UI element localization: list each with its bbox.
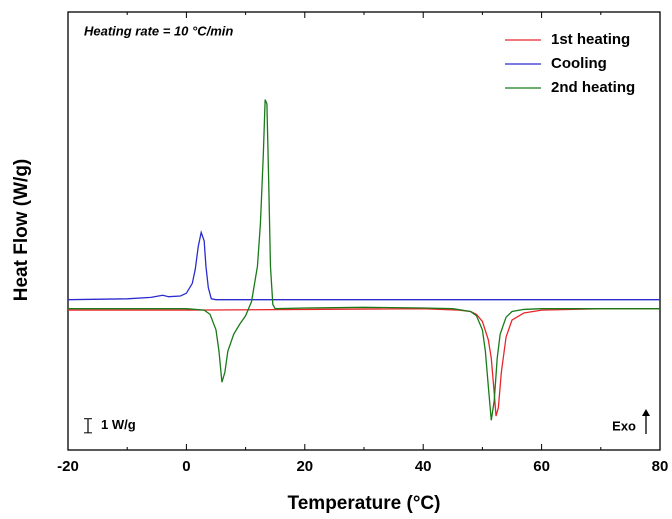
- exo-arrowhead: [642, 409, 650, 416]
- y-axis-label: Heat Flow (W/g): [11, 159, 32, 301]
- x-tick-label: -20: [57, 458, 79, 475]
- x-tick-label: 0: [182, 458, 190, 475]
- x-tick-label: 80: [652, 458, 669, 475]
- legend-label: Cooling: [551, 55, 607, 72]
- x-tick-label: 60: [533, 458, 550, 475]
- legend-label: 1st heating: [551, 31, 630, 48]
- data-line: [67, 229, 660, 301]
- x-tick-label: 40: [415, 458, 432, 475]
- x-tick-label: 20: [296, 458, 313, 475]
- plot-frame: [67, 11, 661, 451]
- data-line: [68, 308, 660, 417]
- x-axis-label: Temperature (°C): [288, 493, 441, 514]
- data-line: [68, 99, 660, 421]
- legend-label: 2nd heating: [551, 79, 635, 96]
- exo-label: Exo: [612, 418, 636, 433]
- annotation: Heating rate = 10 °C/min: [84, 23, 233, 38]
- scale-bar-label: 1 W/g: [101, 417, 136, 432]
